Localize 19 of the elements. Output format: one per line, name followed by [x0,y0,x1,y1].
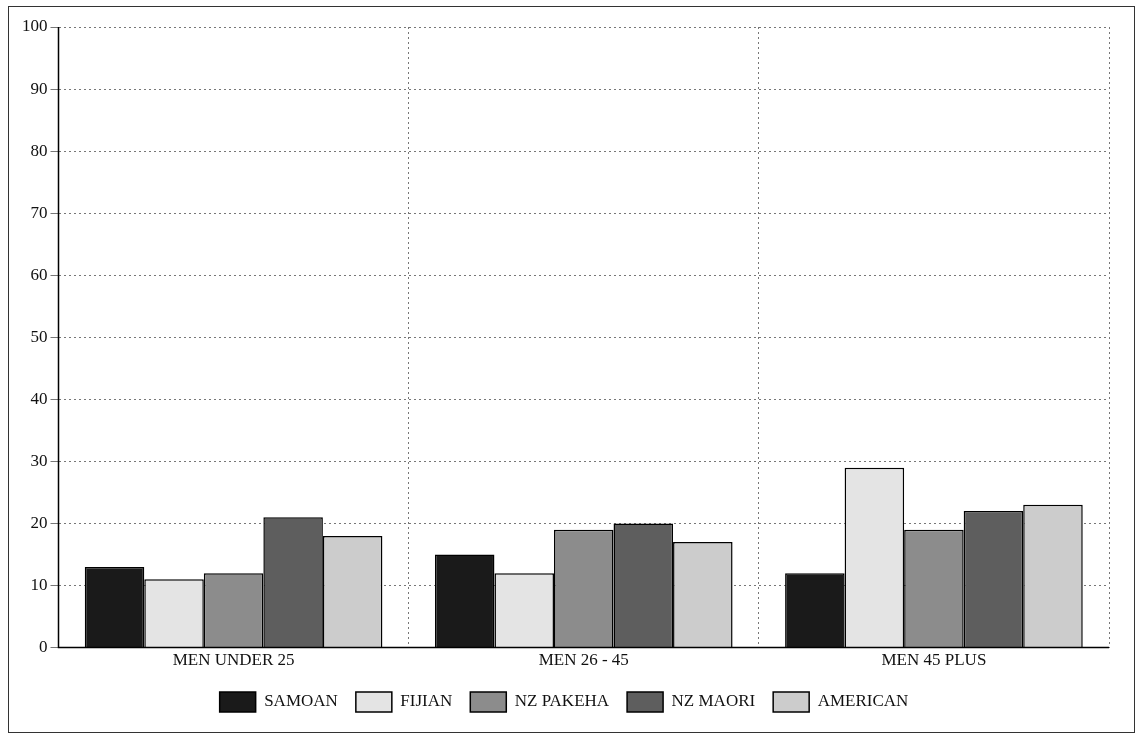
x-tick-label: MEN 26 - 45 [538,650,629,670]
x-tick-label: MEN UNDER 25 [172,650,295,670]
y-tick-label: 50 [30,326,48,346]
legend-label: FIJIAN [400,691,453,711]
x-tick-label: MEN 45 PLUS [881,650,987,670]
legend-label: AMERICAN [817,691,909,711]
y-tick-label: 90 [30,78,48,98]
y-tick-label: 70 [30,202,48,222]
y-tick-label: 10 [30,575,48,595]
y-tick-label: 0 [39,637,48,657]
y-tick-label: 30 [30,450,48,470]
legend-label: NZ PAKEHA [514,691,610,711]
legend-label: SAMOAN [264,691,338,711]
y-tick-label: 80 [30,140,48,160]
legend-label: NZ MAORI [671,691,756,711]
y-tick-label: 20 [30,512,48,532]
y-tick-label: 60 [30,264,48,284]
y-tick-label: 40 [30,388,48,408]
y-tick-label: 100 [22,16,48,36]
